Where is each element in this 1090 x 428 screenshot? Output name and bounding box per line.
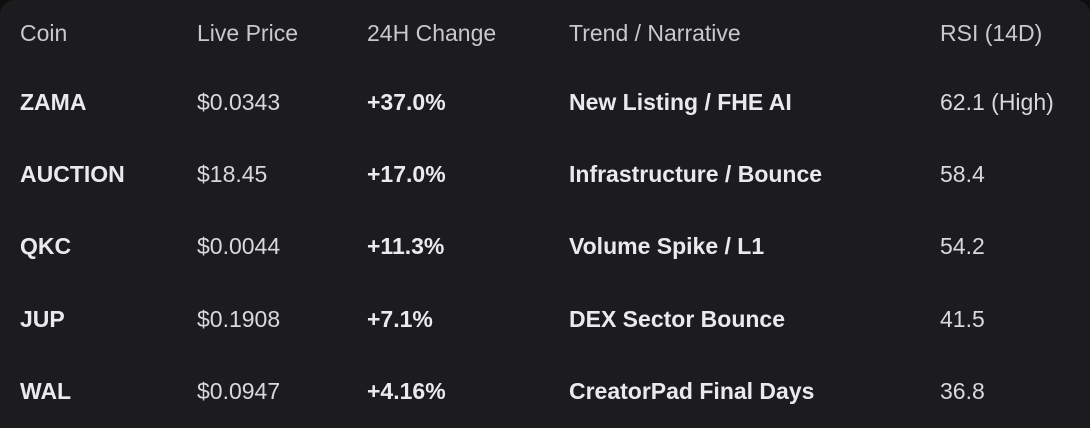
- column-header-coin: Coin: [20, 19, 68, 46]
- trend-narrative: Volume Spike / L1: [569, 233, 765, 260]
- trend-narrative: DEX Sector Bounce: [569, 305, 785, 332]
- change-24h: +7.1%: [367, 305, 433, 332]
- live-price: $18.45: [197, 161, 268, 188]
- rsi-value: 41.5: [940, 305, 985, 332]
- column-header-change: 24H Change: [367, 19, 497, 46]
- trend-narrative: Infrastructure / Bounce: [569, 161, 823, 188]
- live-price: $0.0044: [197, 233, 281, 260]
- live-price: $0.1908: [197, 305, 281, 332]
- change-24h: +11.3%: [367, 233, 445, 260]
- change-24h: +17.0%: [367, 161, 446, 188]
- rsi-value: 62.1 (High): [940, 88, 1054, 115]
- coin-symbol: ZAMA: [20, 88, 87, 115]
- live-price: $0.0343: [197, 88, 281, 115]
- column-header-trend: Trend / Narrative: [569, 19, 741, 46]
- rsi-value: 36.8: [940, 378, 985, 405]
- coin-symbol: WAL: [20, 378, 72, 405]
- coin-symbol: JUP: [20, 305, 65, 332]
- column-header-price: Live Price: [197, 19, 298, 46]
- column-header-rsi: RSI (14D): [940, 19, 1043, 46]
- live-price: $0.0947: [197, 378, 281, 405]
- rsi-value: 54.2: [940, 233, 985, 260]
- coin-symbol: AUCTION: [20, 161, 125, 188]
- trend-narrative: New Listing / FHE AI: [569, 88, 792, 115]
- rsi-value: 58.4: [940, 161, 985, 188]
- trend-narrative: CreatorPad Final Days: [569, 378, 815, 405]
- coin-symbol: QKC: [20, 233, 72, 260]
- change-24h: +4.16%: [367, 378, 446, 405]
- change-24h: +37.0%: [367, 88, 446, 115]
